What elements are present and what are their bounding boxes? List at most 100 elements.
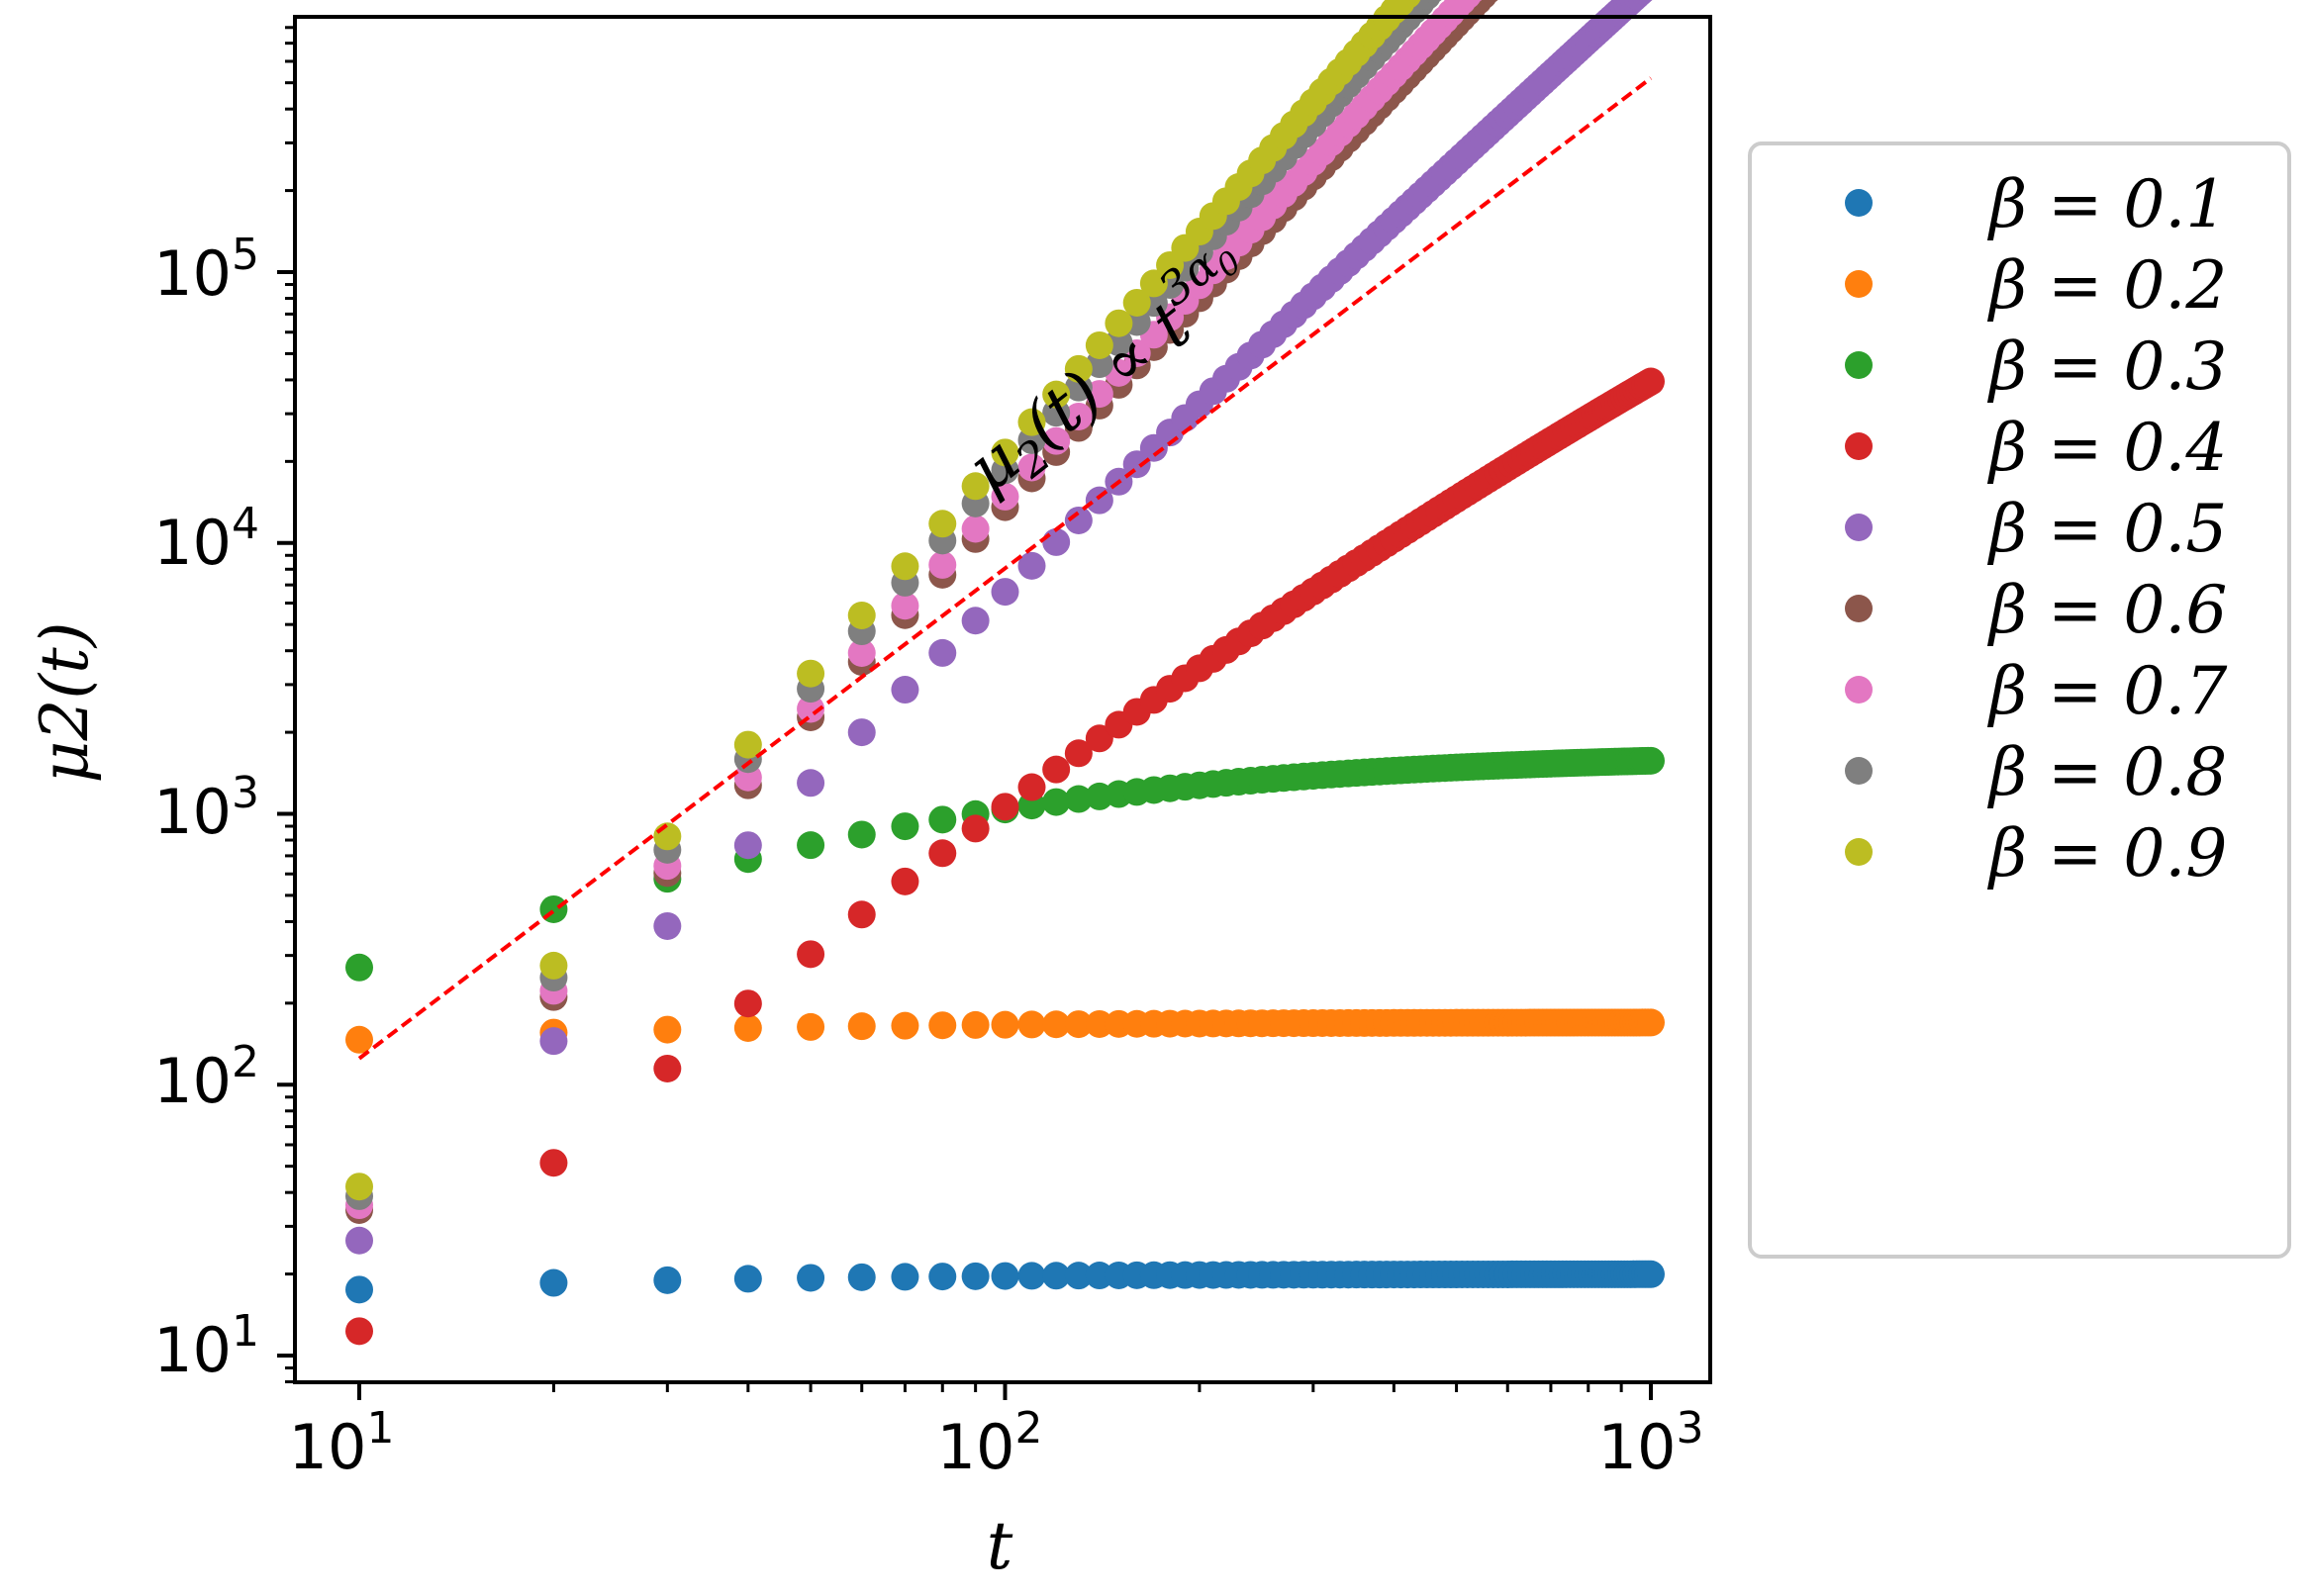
data-point — [891, 1263, 919, 1291]
data-point — [891, 592, 919, 620]
data-point — [345, 1275, 373, 1304]
data-point — [653, 911, 682, 940]
data-point — [1064, 739, 1093, 768]
data-point — [847, 1263, 876, 1291]
data-point — [797, 659, 825, 688]
data-point — [797, 940, 825, 969]
legend-marker — [1845, 270, 1873, 298]
x-tick-label-1000: 103 — [1598, 1403, 1704, 1483]
data-point — [847, 718, 876, 747]
data-point — [797, 695, 825, 723]
data-point — [345, 1226, 373, 1255]
data-point — [891, 552, 919, 581]
data-point — [891, 676, 919, 704]
legend-marker — [1845, 432, 1873, 460]
data-point — [797, 1264, 825, 1292]
legend-marker — [1845, 595, 1873, 622]
legend-label: β = 0.3 — [1986, 329, 2227, 405]
y-tick-label-1000: 103 — [153, 768, 259, 848]
data-point — [1105, 309, 1133, 337]
legend-item-0.1: β = 0.1 — [1845, 166, 2227, 242]
y-tick-label-100000: 105 — [153, 230, 259, 310]
y-tick-label-100: 102 — [153, 1037, 259, 1117]
data-point — [797, 769, 825, 798]
data-point — [891, 812, 919, 841]
data-point — [1042, 755, 1071, 784]
data-point — [1064, 785, 1093, 813]
legend-box — [1748, 141, 2291, 1259]
data-point — [733, 989, 762, 1018]
data-point — [733, 730, 762, 759]
legend-item-0.7: β = 0.7 — [1845, 653, 2227, 729]
data-point — [928, 1011, 957, 1040]
data-point — [847, 638, 876, 667]
x-axis-ticks — [357, 1382, 1653, 1400]
data-point — [991, 482, 1019, 511]
data-point — [1085, 1009, 1113, 1038]
data-point — [961, 515, 990, 543]
data-point — [797, 831, 825, 860]
legend-item-0.9: β = 0.9 — [1845, 815, 2227, 892]
data-point — [847, 1012, 876, 1041]
data-point — [539, 894, 568, 923]
data-point — [1064, 402, 1093, 430]
data-point — [653, 1054, 682, 1082]
data-point — [1637, 367, 1665, 396]
data-point — [1395, 0, 1421, 9]
y-tick-labels: 101 102 103 104 105 — [153, 230, 259, 1386]
data-point — [1139, 269, 1168, 298]
data-point — [1017, 1262, 1046, 1290]
legend-item-0.6: β = 0.6 — [1845, 572, 2227, 648]
legend-item-0.2: β = 0.2 — [1845, 247, 2227, 324]
legend-label: β = 0.5 — [1986, 491, 2227, 567]
series-0.4 — [345, 367, 1665, 1346]
data-point — [891, 1011, 919, 1040]
data-point — [961, 472, 990, 501]
data-point — [345, 1025, 373, 1054]
data-point — [1017, 1010, 1046, 1039]
data-point — [1463, 0, 1483, 4]
legend-marker — [1845, 757, 1873, 785]
data-point — [1637, 746, 1665, 775]
data-point — [1085, 724, 1113, 753]
legend-items: β = 0.1β = 0.2β = 0.3β = 0.4β = 0.5β = 0… — [1845, 166, 2227, 892]
data-point — [1017, 453, 1046, 482]
data-point — [991, 793, 1019, 821]
data-point — [928, 839, 957, 868]
legend-marker — [1845, 838, 1873, 866]
data-point — [653, 1266, 682, 1294]
legend-item-0.8: β = 0.8 — [1845, 734, 2227, 810]
y-tick-label-10: 101 — [153, 1306, 259, 1386]
data-point — [345, 1317, 373, 1346]
legend-label: β = 0.8 — [1986, 734, 2227, 810]
data-point — [1042, 527, 1071, 556]
y-tick-label-10000: 104 — [153, 499, 259, 579]
data-point — [991, 438, 1019, 467]
data-point — [928, 1263, 957, 1291]
data-point — [1064, 354, 1093, 383]
series-0.9 — [345, 0, 1421, 1201]
data-point — [1478, 0, 1498, 5]
legend-marker — [1845, 676, 1873, 704]
data-point — [539, 1268, 568, 1297]
x-tick-label-100: 102 — [937, 1403, 1043, 1483]
data-point — [1064, 506, 1093, 534]
data-point — [961, 1010, 990, 1039]
data-point — [961, 607, 990, 635]
data-point — [539, 1027, 568, 1056]
data-point — [1085, 330, 1113, 359]
data-point — [847, 820, 876, 849]
data-point — [991, 1262, 1019, 1290]
legend-marker — [1845, 351, 1873, 379]
x-tick-labels: 101 102 103 — [289, 1403, 1704, 1483]
legend-item-0.4: β = 0.4 — [1845, 410, 2227, 486]
data-point — [539, 951, 568, 980]
data-point — [1407, 0, 1420, 2]
data-point — [733, 1013, 762, 1042]
data-point — [1017, 551, 1046, 580]
data-point — [891, 867, 919, 895]
data-point — [539, 1149, 568, 1177]
data-point — [1064, 1010, 1093, 1039]
axes-frame — [293, 15, 1712, 1384]
